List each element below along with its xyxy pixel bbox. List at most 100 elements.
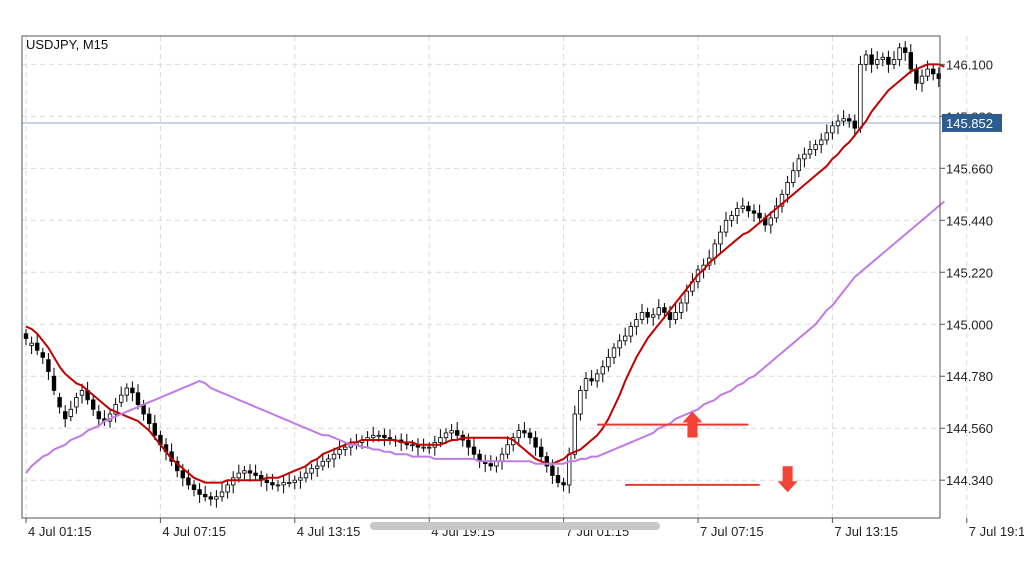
grid bbox=[22, 36, 968, 518]
candle-bullish bbox=[410, 444, 415, 447]
candle-bullish bbox=[819, 139, 824, 146]
candle-bullish bbox=[634, 319, 639, 328]
candle-bullish bbox=[68, 408, 73, 417]
candle-bullish bbox=[567, 453, 572, 486]
candle-bearish bbox=[46, 359, 51, 372]
candle-bullish bbox=[124, 387, 129, 396]
candle-bearish bbox=[662, 307, 667, 313]
candle-bullish bbox=[331, 453, 337, 460]
candle-bullish bbox=[292, 479, 297, 483]
current-price-label: 145.852 bbox=[946, 116, 993, 131]
y-tick-label: 145.000 bbox=[946, 317, 993, 332]
candle-bullish bbox=[807, 149, 813, 155]
candle-bullish bbox=[897, 47, 902, 61]
candle-bullish bbox=[600, 366, 605, 375]
candle-bullish bbox=[735, 208, 740, 216]
candle-bullish bbox=[880, 56, 885, 61]
candle-bullish bbox=[841, 118, 846, 122]
candle-bullish bbox=[29, 342, 34, 346]
candle-bullish bbox=[740, 205, 745, 209]
candle-bullish bbox=[673, 312, 678, 320]
candle-bullish bbox=[426, 446, 432, 449]
candle-bullish bbox=[611, 347, 617, 358]
candle-bearish bbox=[191, 484, 197, 491]
candle-bullish bbox=[337, 449, 342, 455]
candle-bearish bbox=[247, 470, 253, 474]
candle-bearish bbox=[589, 378, 594, 382]
candle-bullish bbox=[320, 460, 325, 467]
candle-bullish bbox=[303, 472, 309, 479]
candle-bearish bbox=[466, 439, 471, 448]
candle-bearish bbox=[746, 205, 751, 212]
y-tick-label: 145.220 bbox=[946, 265, 993, 280]
candle-bearish bbox=[914, 68, 919, 84]
arrow-up-icon bbox=[682, 411, 703, 438]
candle-bearish bbox=[454, 430, 460, 436]
candle-bullish bbox=[214, 496, 219, 500]
candle-bullish bbox=[729, 215, 734, 221]
candle-bearish bbox=[533, 437, 538, 448]
candle-bearish bbox=[23, 333, 29, 339]
candle-bullish bbox=[286, 482, 292, 484]
candle-bullish bbox=[796, 158, 801, 172]
candle-bearish bbox=[91, 399, 96, 410]
candle-bearish bbox=[936, 73, 941, 79]
candle-bearish bbox=[903, 47, 908, 53]
candle-bullish bbox=[499, 453, 505, 462]
x-tick-label: 7 Jul 07:15 bbox=[700, 524, 764, 539]
candle-bullish bbox=[606, 356, 611, 368]
candle-bearish bbox=[63, 411, 68, 420]
candle-bearish bbox=[555, 475, 561, 483]
y-tick-label: 144.780 bbox=[946, 369, 993, 384]
candle-bullish bbox=[370, 434, 376, 439]
candle-bullish bbox=[572, 413, 577, 455]
candle-bullish bbox=[236, 472, 241, 479]
candle-bearish bbox=[847, 118, 852, 122]
candle-bearish bbox=[852, 120, 857, 129]
candle-bearish bbox=[667, 312, 673, 320]
candle-bullish bbox=[449, 430, 454, 434]
candle-bullish bbox=[376, 434, 381, 437]
moving-averages bbox=[25, 63, 946, 484]
candle-bullish bbox=[421, 446, 426, 449]
candle-bullish bbox=[891, 59, 897, 65]
candle-bearish bbox=[146, 413, 152, 424]
moving-average-line-1 bbox=[25, 63, 945, 484]
y-tick-label: 145.660 bbox=[946, 161, 993, 176]
candle-bullish bbox=[925, 68, 930, 77]
plot-frame bbox=[21, 35, 941, 519]
y-tick-label: 145.440 bbox=[946, 213, 993, 228]
candle-bullish bbox=[651, 314, 656, 318]
candle-bearish bbox=[35, 342, 40, 351]
candle-bullish bbox=[656, 307, 661, 316]
candle-bullish bbox=[595, 373, 600, 382]
candle-bearish bbox=[264, 479, 269, 483]
candle-bearish bbox=[57, 397, 62, 408]
y-tick-label: 144.340 bbox=[946, 473, 993, 488]
candle-bullish bbox=[443, 432, 449, 439]
candle-bearish bbox=[886, 56, 891, 65]
candle-bullish bbox=[813, 144, 818, 150]
candle-bearish bbox=[550, 465, 555, 476]
candle-bullish bbox=[774, 205, 779, 219]
candle-bullish bbox=[723, 219, 729, 233]
candle-bullish bbox=[628, 326, 633, 337]
candle-bearish bbox=[180, 470, 185, 479]
candles bbox=[23, 41, 941, 508]
candle-bullish bbox=[230, 477, 236, 486]
candle-bearish bbox=[208, 496, 213, 500]
x-tick-label: 7 Jul 19:15 bbox=[969, 524, 1024, 539]
scrollbar[interactable] bbox=[370, 522, 660, 530]
candle-bearish bbox=[135, 392, 141, 405]
x-tick-label: 4 Jul 13:15 bbox=[297, 524, 361, 539]
candle-bearish bbox=[270, 482, 275, 486]
candle-bullish bbox=[779, 193, 785, 207]
candle-bearish bbox=[869, 54, 874, 65]
candle-bearish bbox=[96, 411, 101, 420]
candle-bullish bbox=[863, 54, 869, 65]
x-tick-label: 4 Jul 07:15 bbox=[162, 524, 226, 539]
candle-bullish bbox=[516, 430, 521, 439]
candle-bullish bbox=[679, 302, 684, 313]
candle-bullish bbox=[768, 217, 773, 226]
candle-bullish bbox=[623, 335, 628, 342]
